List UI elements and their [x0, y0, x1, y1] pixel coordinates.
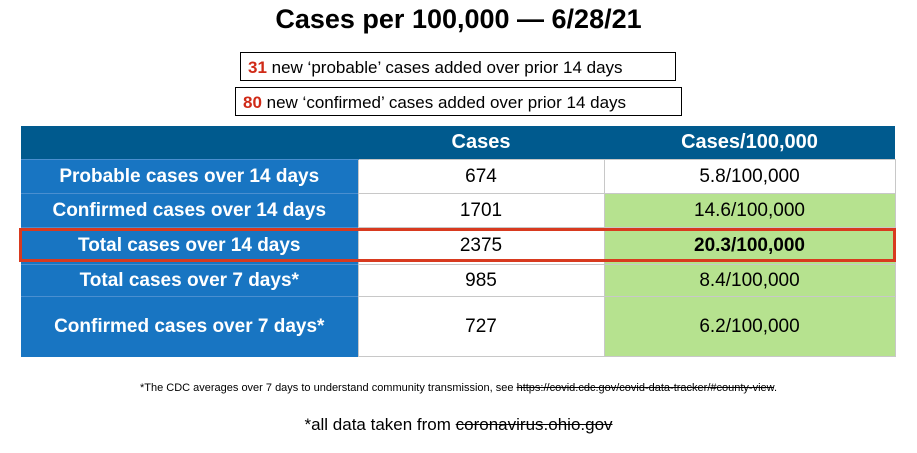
header-cases: Cases — [358, 126, 604, 160]
row-label: Total cases over 14 days — [21, 227, 358, 265]
row-label: Confirmed cases over 14 days — [21, 193, 358, 228]
row-label: Total cases over 7 days* — [21, 264, 358, 297]
confirmed-callout-text: new ‘confirmed’ cases added over prior 1… — [261, 93, 627, 112]
cases-value: 985 — [357, 264, 605, 297]
rate-value: 8.4/100,000 — [603, 264, 896, 297]
probable-callout-text: new ‘probable’ cases added over prior 14… — [266, 58, 623, 77]
probable-cases-callout: 31 new ‘probable’ cases added over prior… — [240, 52, 676, 81]
source-text: *all data taken from — [304, 415, 456, 434]
page-title: Cases per 100,000 — 6/28/21 — [275, 4, 642, 34]
cdc-footnote: *The CDC averages over 7 days to underst… — [0, 382, 917, 394]
probable-new-count: 31 — [248, 58, 267, 77]
confirmed-new-count: 80 — [243, 93, 262, 112]
table-row: Confirmed cases over 7 days* 727 6.2/100… — [21, 296, 896, 357]
cases-value: 2375 — [357, 227, 605, 265]
confirmed-cases-callout: 80 new ‘confirmed’ cases added over prio… — [235, 87, 682, 116]
rate-value: 5.8/100,000 — [603, 159, 896, 194]
data-source-note: *all data taken from coronavirus.ohio.go… — [0, 415, 917, 435]
table-header-row: Cases Cases/100,000 — [21, 126, 895, 160]
header-cases-per-100k: Cases/100,000 — [604, 126, 895, 160]
cases-table: Cases Cases/100,000 Probable cases over … — [21, 126, 896, 357]
footnote-end: . — [773, 382, 778, 394]
table-row-highlighted: Total cases over 14 days 2375 20.3/100,0… — [21, 227, 896, 265]
cases-value: 727 — [357, 296, 605, 357]
rate-value: 20.3/100,000 — [603, 227, 896, 265]
table-row: Confirmed cases over 14 days 1701 14.6/1… — [21, 193, 896, 228]
cases-value: 1701 — [357, 193, 605, 228]
rate-value: 6.2/100,000 — [603, 296, 896, 357]
row-label: Probable cases over 14 days — [21, 159, 358, 194]
row-label: Confirmed cases over 7 days* — [21, 296, 358, 357]
ohio-source-link[interactable]: coronavirus.ohio.gov — [455, 415, 613, 434]
footnote-text: *The CDC averages over 7 days to underst… — [139, 382, 517, 394]
header-empty — [21, 126, 358, 160]
table-row: Probable cases over 14 days 674 5.8/100,… — [21, 159, 896, 194]
cdc-tracker-link[interactable]: https://covid.cdc.gov/covid-data-tracker… — [516, 382, 774, 394]
table-row: Total cases over 7 days* 985 8.4/100,000 — [21, 264, 896, 297]
cases-value: 674 — [357, 159, 605, 194]
rate-value: 14.6/100,000 — [603, 193, 896, 228]
